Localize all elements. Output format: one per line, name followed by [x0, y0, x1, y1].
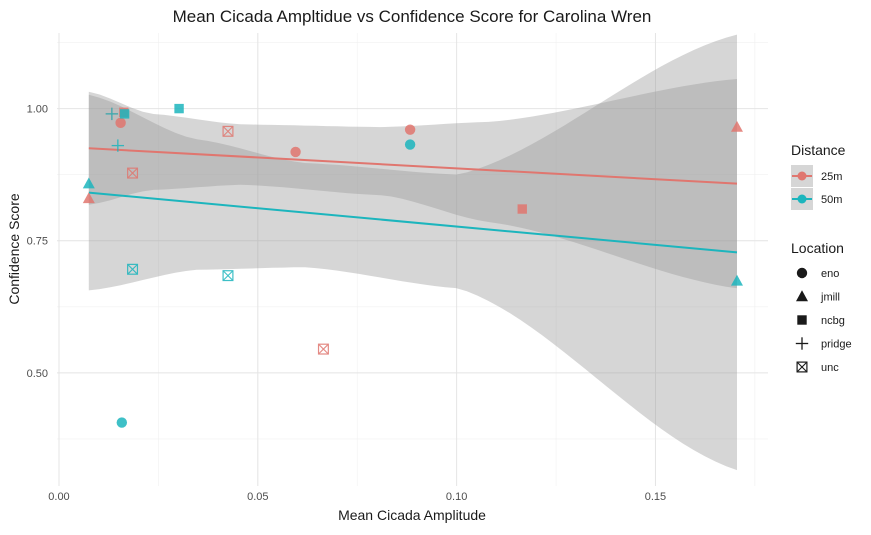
legend-shape-pridge [795, 337, 809, 350]
confidence-band-50m [88, 34, 738, 471]
data-point-50m-eno [116, 417, 128, 428]
legend-shape-ncbg [797, 315, 807, 325]
data-point-50m-jmill [730, 274, 743, 286]
fit-line-25m [88, 147, 738, 185]
data-point-25m-ncbg [517, 204, 527, 214]
x-tick-label: 0.10 [446, 491, 467, 503]
y-axis-label: Confidence Score [6, 193, 22, 305]
data-point-50m-jmill [82, 177, 95, 189]
legend-location-label: pridge [821, 339, 852, 351]
legend-location-label: jmill [820, 292, 840, 304]
legend-distance-label: 25m [821, 171, 842, 183]
confidence-band-25m [88, 79, 738, 289]
y-tick-label: 1.00 [27, 104, 48, 116]
data-point-50m-eno [404, 139, 416, 150]
x-axis-label: Mean Cicada Amplitude [338, 507, 486, 523]
legend-location-items: eno jmill ncbg pridge unc [795, 267, 852, 374]
data-point-25m-unc [127, 167, 139, 179]
legend: Distance 25m 50m Location eno jmill ncbg pri… [791, 142, 852, 374]
grid-lines [57, 33, 768, 486]
data-point-25m-eno [290, 146, 301, 158]
data-point-25m-jmill [730, 120, 743, 132]
data-point-50m-ncbg [119, 109, 130, 119]
legend-shape-jmill [796, 290, 808, 302]
chart-title: Mean Cicada Ampltidue vs Confidence Scor… [173, 7, 652, 26]
legend-shape-unc [796, 361, 808, 373]
data-point-50m-unc [222, 270, 234, 282]
legend-key-point [797, 194, 807, 204]
legend-location-label: eno [821, 268, 839, 280]
data-point-25m-unc [317, 343, 329, 355]
y-tick-label: 0.50 [27, 368, 48, 380]
data-point-25m-jmill [82, 192, 95, 204]
data-point-25m-eno [115, 117, 126, 129]
y-tick-label: 0.75 [27, 236, 48, 248]
fit-line-50m [88, 191, 738, 254]
legend-distance-label: 50m [821, 194, 842, 206]
legend-location-label: ncbg [821, 315, 845, 327]
x-axis-ticks: 0.00 0.05 0.10 0.15 [48, 491, 666, 503]
legend-location-title: Location [791, 240, 844, 256]
legend-location-label: unc [821, 362, 839, 374]
data-point-50m-unc [127, 263, 139, 275]
x-tick-label: 0.15 [645, 491, 666, 503]
data-point-50m-pridge [105, 107, 119, 121]
legend-distance-title: Distance [791, 142, 846, 158]
confidence-bands [88, 34, 738, 471]
data-point-50m-ncbg [174, 103, 184, 114]
data-point-25m-unc [222, 125, 234, 137]
legend-key-point [797, 171, 807, 181]
data-point-25m-eno [404, 124, 416, 135]
x-tick-label: 0.00 [48, 491, 69, 503]
y-axis-ticks: 0.50 0.75 1.00 [27, 104, 48, 380]
legend-distance-items: 25m 50m [791, 165, 842, 210]
x-tick-label: 0.05 [247, 491, 268, 503]
fit-lines [88, 147, 738, 254]
data-point-50m-pridge [111, 139, 125, 152]
data-points [82, 103, 743, 428]
legend-shape-eno [796, 267, 808, 279]
